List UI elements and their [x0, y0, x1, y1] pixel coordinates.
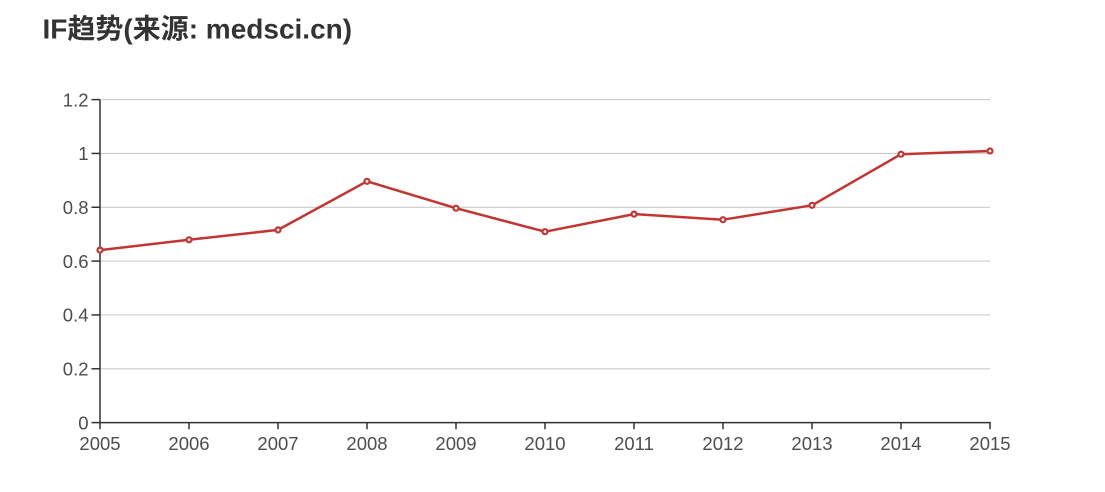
svg-text:2006: 2006 [168, 433, 209, 454]
svg-text:2008: 2008 [346, 433, 387, 454]
svg-text:: medsci.cn): : medsci.cn) [189, 13, 352, 44]
svg-text:IF: IF [43, 13, 68, 44]
svg-text:2009: 2009 [435, 433, 476, 454]
svg-text:2010: 2010 [524, 433, 565, 454]
svg-text:0.6: 0.6 [63, 251, 89, 272]
svg-text:1.2: 1.2 [63, 89, 89, 110]
svg-text:0.8: 0.8 [63, 197, 89, 218]
svg-text:2015: 2015 [969, 433, 1010, 454]
svg-text:0: 0 [78, 412, 88, 433]
svg-text:2012: 2012 [702, 433, 743, 454]
svg-text:2005: 2005 [79, 433, 120, 454]
svg-text:2007: 2007 [257, 433, 298, 454]
svg-text:1: 1 [78, 143, 88, 164]
svg-text:2014: 2014 [880, 433, 921, 454]
svg-text:0.2: 0.2 [63, 358, 89, 379]
svg-text:0.4: 0.4 [63, 305, 89, 326]
svg-text:(: ( [123, 13, 133, 44]
svg-text:2011: 2011 [614, 433, 654, 454]
svg-text:2013: 2013 [791, 433, 832, 454]
